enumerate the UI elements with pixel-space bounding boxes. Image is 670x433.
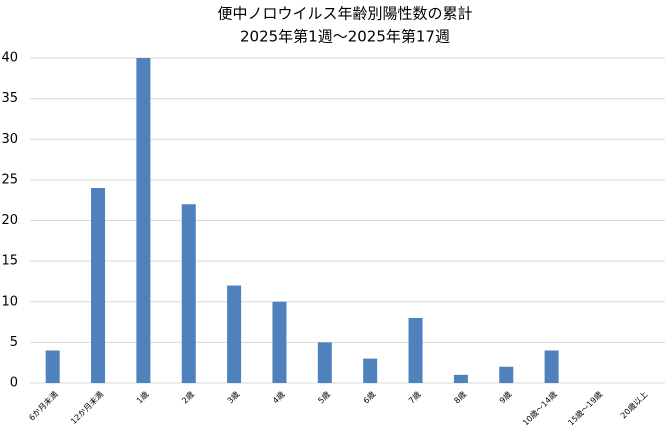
x-tick-label: 5歳 [316,389,332,405]
bar [499,366,514,383]
bar [181,204,196,383]
x-tick-label: 7歳 [406,389,422,405]
x-tick-label: 6か月未満 [27,389,60,422]
y-tick-label: 40 [1,51,18,66]
chart-title: 便中ノロウイルス年齢別陽性数の累計 [217,5,472,23]
y-tick-label: 15 [1,254,18,269]
x-tick-label: 9歳 [497,389,513,405]
y-tick-label: 10 [1,294,18,309]
chart-subtitle: 2025年第1週～2025年第17週 [240,28,450,46]
bar [408,318,423,383]
x-tick-label: 1歳 [134,389,150,405]
y-tick-label: 20 [1,213,18,228]
y-tick-label: 0 [10,376,18,391]
bar [227,285,242,383]
x-tick-label: 6歳 [361,389,377,405]
bar [91,188,106,383]
y-tick-label: 25 [1,172,18,187]
bar [272,301,287,383]
x-tick-label: 10歳～14歳 [520,389,558,427]
x-tick-label: 12か月未満 [68,389,105,426]
bar [453,374,468,383]
bar [45,350,60,383]
x-tick-label: 4歳 [270,389,286,405]
x-tick-label: 15歳～19歳 [566,389,604,427]
bar [544,350,559,383]
y-tick-label: 5 [10,335,18,350]
x-tick-label: 2歳 [180,389,196,405]
bar [363,358,378,383]
y-tick-label: 35 [1,91,18,106]
x-tick-label: 8歳 [452,389,468,405]
x-tick-label: 3歳 [225,389,241,405]
bar [136,58,151,383]
y-tick-label: 30 [1,132,18,147]
x-tick-label: 20歳以上 [618,389,649,420]
bar [317,342,332,383]
